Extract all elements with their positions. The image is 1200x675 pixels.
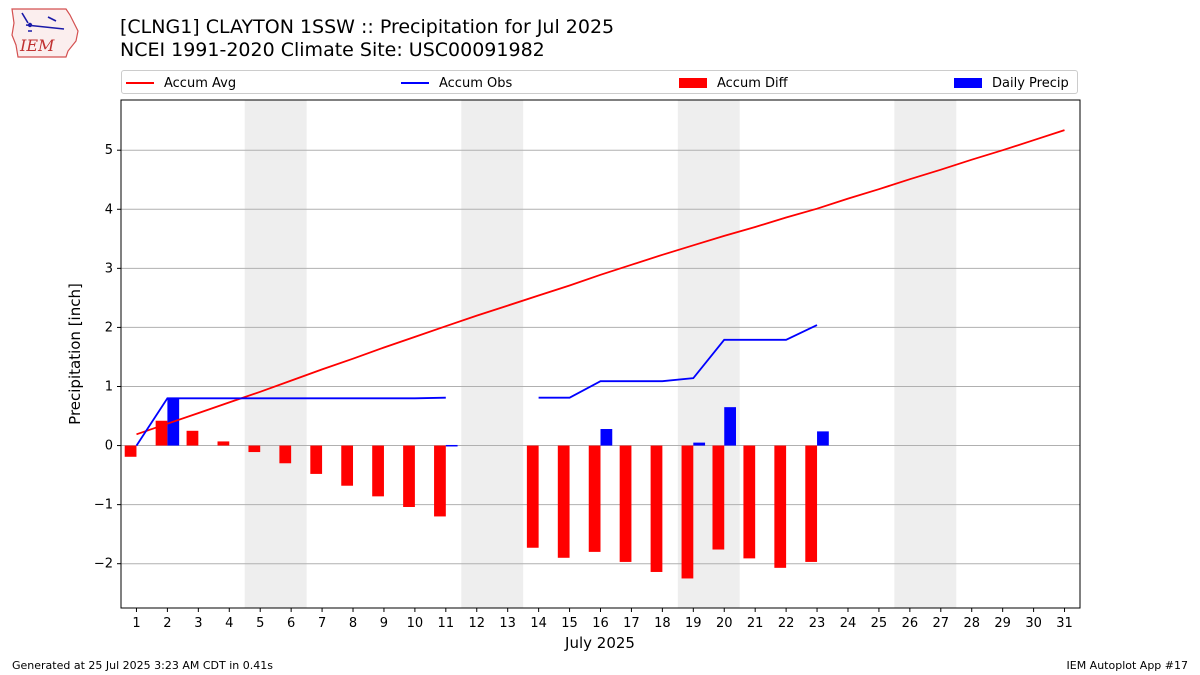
legend: Accum Avg Accum Obs Accum Diff Daily Pre…: [121, 70, 1078, 94]
accum-diff-bar: [310, 445, 323, 474]
x-tick-label: 11: [438, 616, 455, 631]
legend-swatch-daily-precip: [954, 78, 982, 88]
legend-label-accum-obs: Accum Obs: [439, 75, 513, 91]
x-tick-label: 3: [194, 616, 202, 631]
daily-precip-bar: [724, 407, 736, 446]
accum-diff-bar: [186, 430, 199, 446]
plot-frame: [120, 99, 1081, 609]
y-tick-label: 0: [105, 439, 113, 454]
daily-precip-bar: [600, 429, 613, 446]
y-tick-label: 2: [105, 320, 113, 335]
x-tick-label: 31: [1056, 616, 1073, 631]
accum-diff-bar: [248, 445, 261, 453]
x-tick-label: 10: [407, 616, 424, 631]
accum-diff-bar: [681, 445, 694, 579]
accum-diff-bar: [434, 445, 446, 517]
legend-entry-accum-avg: Accum Avg: [126, 75, 236, 91]
accum-diff-bar: [743, 445, 756, 559]
x-tick-label: 25: [871, 616, 888, 631]
x-tick-label: 8: [349, 616, 357, 631]
x-tick-label: 1: [132, 616, 140, 631]
accum-diff-bar: [124, 445, 137, 457]
accum-diff-bar: [712, 445, 725, 550]
accum-diff-bar: [588, 445, 601, 552]
weekend-band-1: [461, 100, 524, 608]
x-tick-label: 2: [163, 616, 171, 631]
x-tick-label: 30: [1025, 616, 1042, 631]
accum-diff-bar: [805, 445, 818, 562]
x-tick-label: 15: [561, 616, 578, 631]
y-tick-label: 3: [105, 261, 113, 276]
x-axis-label: July 2025: [565, 634, 635, 652]
accum-diff-bar: [217, 441, 230, 446]
legend-entry-accum-diff: Accum Diff: [679, 75, 788, 91]
x-tick-label: 12: [468, 616, 485, 631]
x-tick-label: 19: [685, 616, 702, 631]
x-tick-label: 7: [318, 616, 326, 631]
x-tick-label: 24: [840, 616, 857, 631]
accum-avg-line: [136, 129, 1065, 436]
weekend-band-0: [244, 100, 307, 608]
y-tick-label: 4: [105, 202, 113, 217]
daily-precip-bar: [445, 444, 458, 447]
accum-diff-bar: [650, 445, 663, 572]
accum-diff-bar: [403, 445, 415, 507]
x-tick-label: 16: [592, 616, 609, 631]
legend-swatch-accum-diff: [679, 78, 707, 88]
accum-diff-bar: [774, 445, 787, 568]
iowa-outline-icon: [11, 8, 79, 58]
x-tick-label: 17: [623, 616, 640, 631]
legend-label-accum-diff: Accum Diff: [717, 75, 788, 91]
y-tick-label: −2: [94, 557, 113, 572]
weekend-band-3: [894, 100, 957, 608]
x-tick-label: 6: [287, 616, 295, 631]
accum-diff-bar: [372, 445, 384, 497]
weather-symbol-icon: [21, 12, 65, 32]
daily-precip-bar: [693, 442, 706, 446]
app-label: IEM Autoplot App #17: [1066, 659, 1189, 672]
legend-label-accum-avg: Accum Avg: [164, 75, 237, 91]
accum-diff-bar: [279, 445, 292, 464]
iem-logo: IEM: [11, 8, 79, 58]
x-tick-label: 4: [225, 616, 233, 631]
x-tick-label: 29: [994, 616, 1011, 631]
generated-timestamp: Generated at 25 Jul 2025 3:23 AM CDT in …: [12, 659, 273, 672]
accum-diff-bar: [557, 445, 570, 558]
y-tick-label: 5: [105, 143, 113, 158]
x-tick-label: 14: [530, 616, 547, 631]
legend-swatch-accum-obs: [401, 82, 429, 84]
legend-label-daily-precip: Daily Precip: [992, 75, 1069, 91]
accum-diff-bar: [155, 420, 168, 446]
legend-entry-daily-precip: Daily Precip: [954, 75, 1069, 91]
x-tick-label: 28: [963, 616, 980, 631]
x-tick-label: 23: [809, 616, 826, 631]
accum-diff-bar: [526, 445, 539, 548]
daily-precip-bar: [817, 431, 829, 446]
logo-text: IEM: [19, 36, 55, 55]
x-tick-label: 18: [654, 616, 671, 631]
x-tick-label: 5: [256, 616, 264, 631]
y-tick-label: 1: [105, 379, 113, 394]
legend-entry-accum-obs: Accum Obs: [401, 75, 512, 91]
x-tick-label: 9: [380, 616, 388, 631]
x-tick-label: 21: [747, 616, 764, 631]
accum-obs-line: [135, 324, 818, 447]
chart-title: [CLNG1] CLAYTON 1SSW :: Precipitation fo…: [120, 16, 615, 38]
accum-diff-bar: [341, 445, 354, 486]
accum-diff-bar: [619, 445, 632, 562]
x-tick-label: 26: [902, 616, 919, 631]
x-tick-label: 13: [499, 616, 516, 631]
chart-subtitle: NCEI 1991-2020 Climate Site: USC00091982: [120, 39, 545, 61]
y-tick-label: −1: [94, 498, 113, 513]
y-axis-label: Precipitation [inch]: [66, 283, 84, 425]
legend-swatch-accum-avg: [126, 82, 154, 84]
x-tick-label: 27: [933, 616, 950, 631]
x-tick-label: 20: [716, 616, 733, 631]
x-tick-label: 22: [778, 616, 795, 631]
